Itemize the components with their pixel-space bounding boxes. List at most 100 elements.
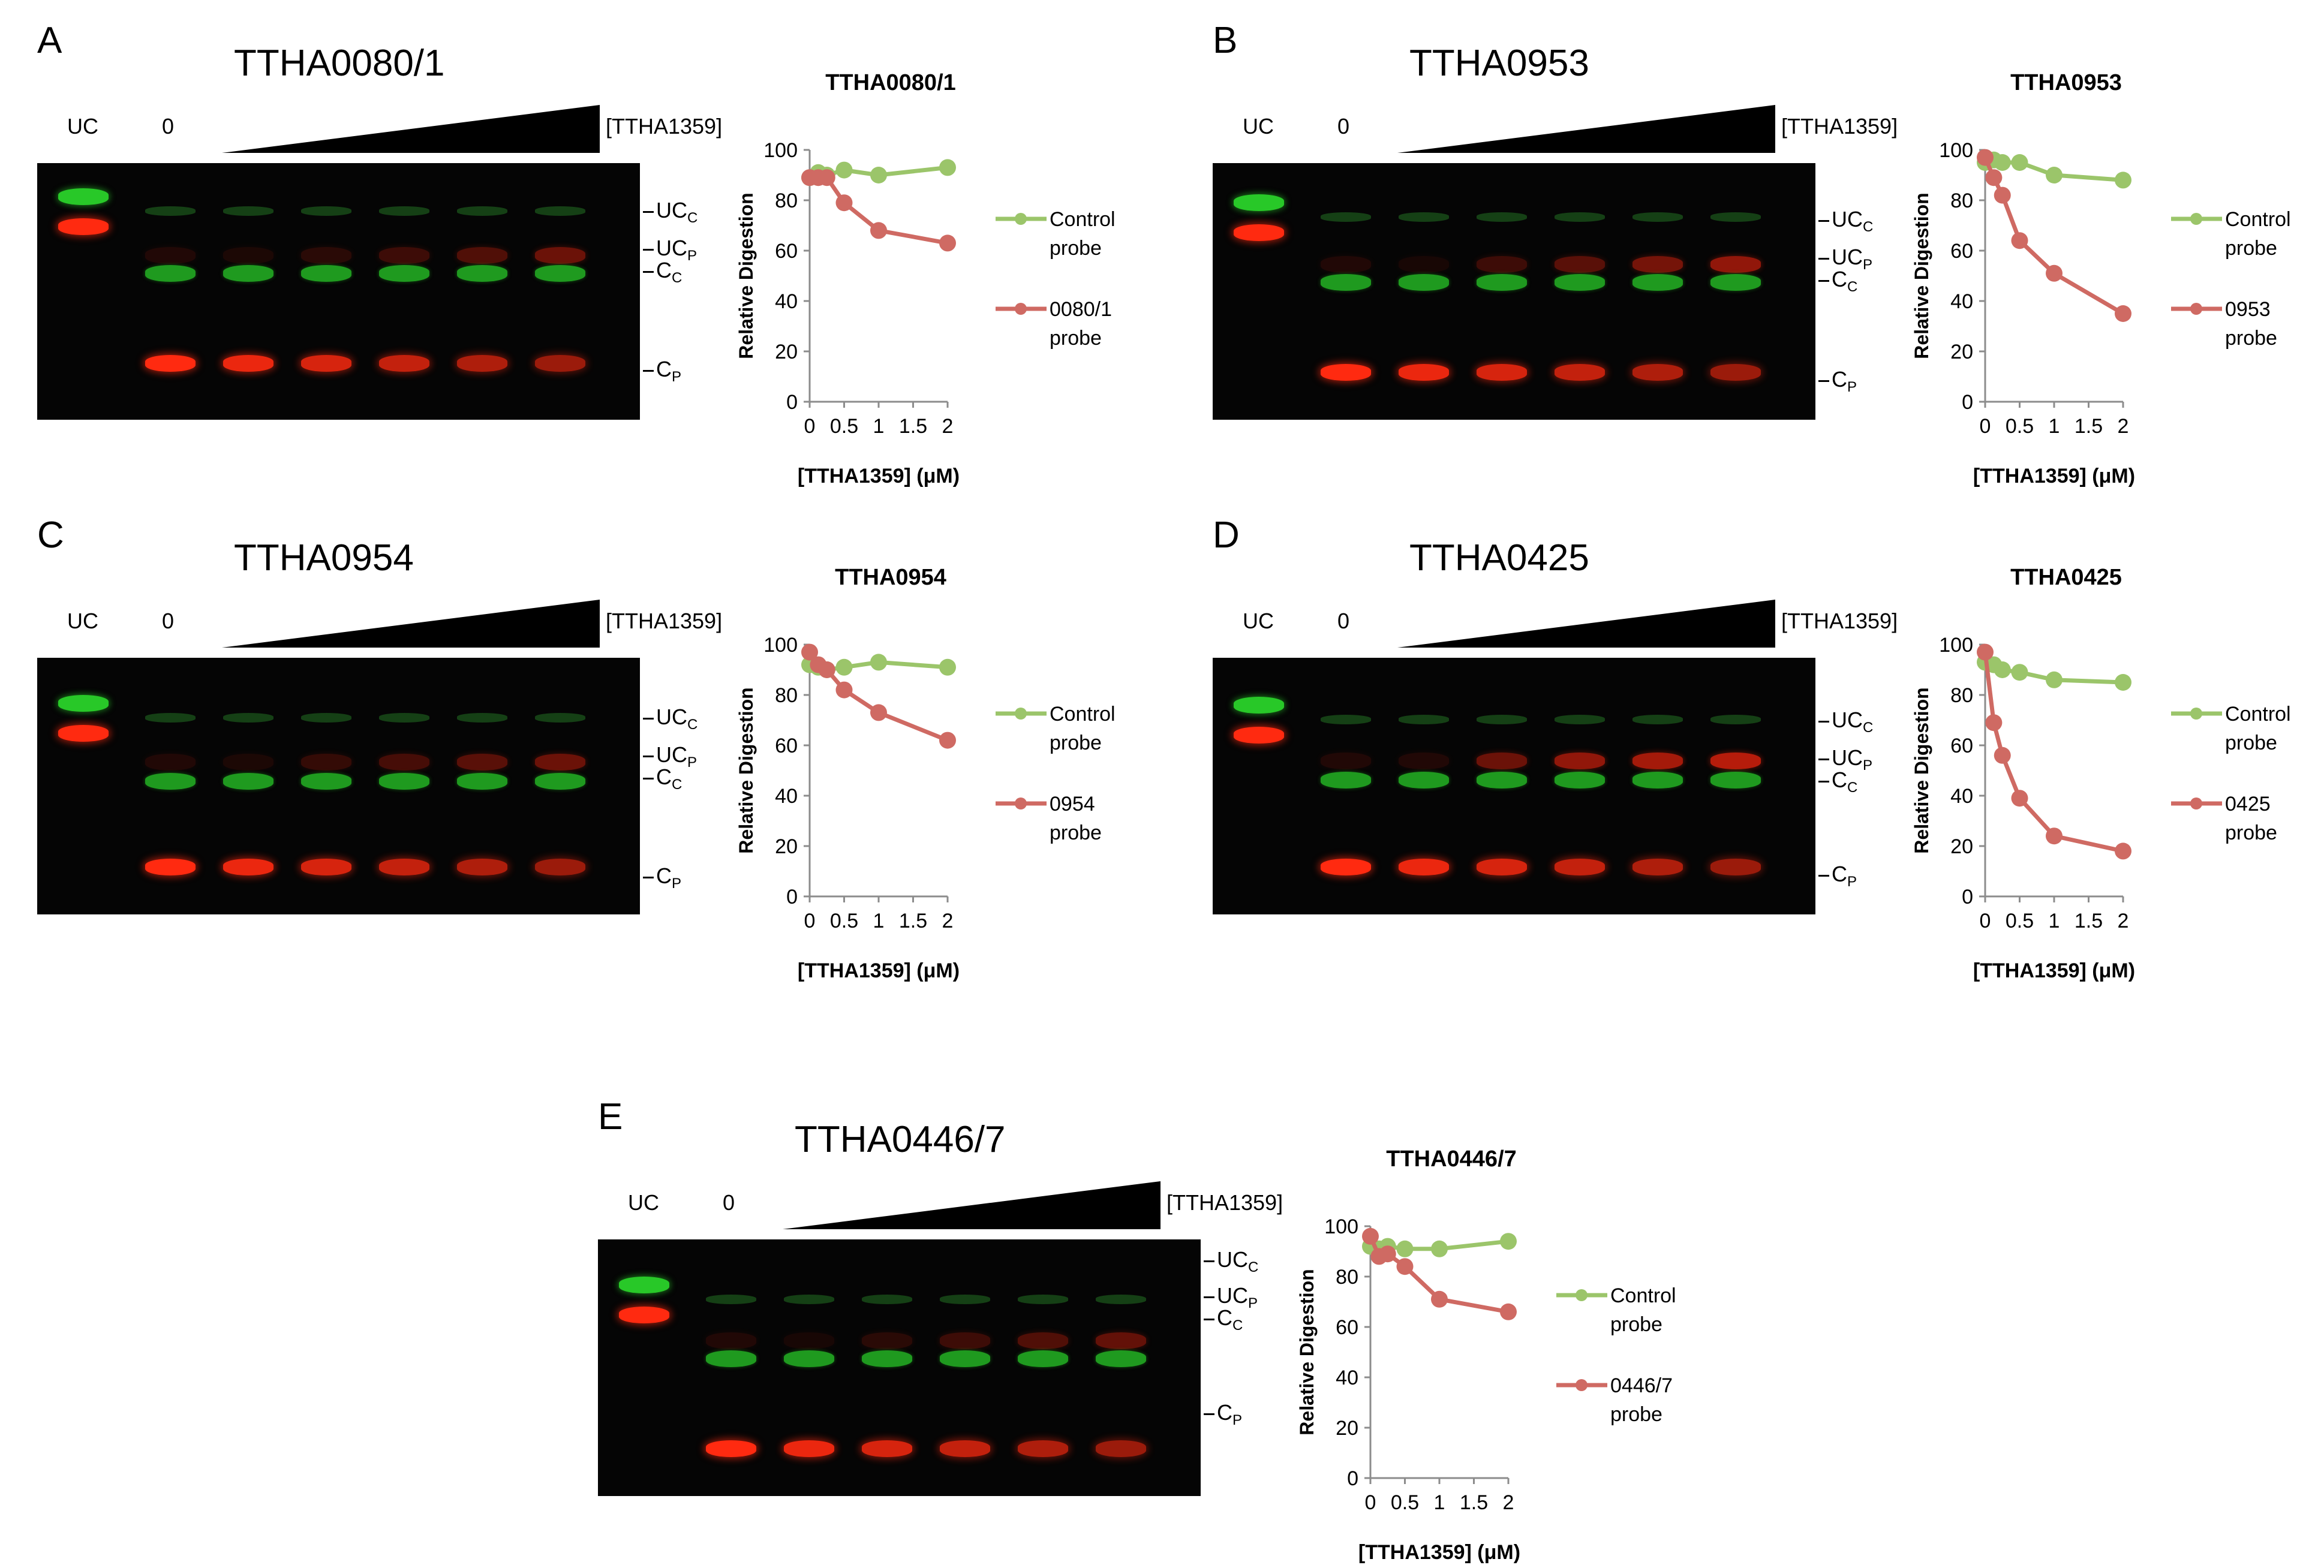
concentration-wedge: [1397, 105, 1775, 153]
panel-letter: A: [37, 20, 62, 61]
gel-band: [1234, 697, 1284, 714]
y-axis-label: Relative Digestion: [735, 687, 757, 853]
gel-band: [58, 725, 109, 742]
digestion-chart: TTHA0953 0 20 40 60 80 100 0 0.5 1 1.5 2 [TTHA1359] …: [1911, 70, 2291, 487]
lane-uc-label: UC: [628, 1190, 659, 1215]
gel-band: [1096, 1440, 1146, 1457]
legend-label: probe: [2225, 732, 2277, 754]
gel-band: [1710, 364, 1761, 381]
band-label-ucp: UCP: [1818, 745, 1872, 774]
gel-band: [301, 713, 351, 723]
y-tick-label: 100: [1324, 1215, 1358, 1238]
legend-label: Control: [1050, 703, 1116, 726]
legend-label: probe: [2225, 821, 2277, 844]
gel-band: [1710, 256, 1761, 273]
x-axis-label: [TTHA1359] (μM): [1973, 959, 2135, 982]
data-point: [870, 167, 887, 183]
data-point: [939, 732, 956, 749]
y-axis-label: Relative Digestion: [1911, 192, 1932, 359]
gel-band: [1399, 256, 1449, 273]
y-tick-label: 80: [775, 189, 798, 212]
data-point: [2115, 674, 2131, 691]
gel-band: [1632, 859, 1683, 875]
legend-label: Control: [1050, 208, 1116, 231]
band-label-cc: CC: [643, 258, 682, 287]
y-tick-label: 0: [786, 886, 798, 908]
gel-band: [1710, 772, 1761, 788]
y-tick-label: 40: [1336, 1367, 1358, 1389]
band-label-cp: CP: [643, 863, 681, 892]
panel-a: A TTHA0080/1 UC 0 [TTHA1359] UCC UCP CC …: [0, 0, 1175, 487]
y-tick-label: 80: [775, 684, 798, 707]
panel-d: D TTHA0425 UC 0 [TTHA1359] UCC UCP CC CP…: [1175, 495, 2324, 982]
data-point: [835, 194, 853, 212]
gel-band: [145, 247, 196, 264]
gel-image: [37, 163, 640, 420]
data-point: [1396, 1258, 1414, 1275]
data-point: [870, 222, 887, 239]
gel-band: [457, 265, 507, 282]
panel-b: B TTHA0953 UC 0 [TTHA1359] UCC UCP CC CP…: [1175, 0, 2324, 487]
gel-band: [301, 265, 351, 282]
legend-label: probe: [1610, 1403, 1662, 1426]
data-point: [870, 704, 887, 721]
gel-band: [457, 713, 507, 723]
chart-title: TTHA0080/1: [825, 70, 956, 95]
x-tick-label: 0.5: [830, 415, 858, 438]
gel-band: [862, 1332, 912, 1349]
x-axis-label: [TTHA1359] (μM): [1973, 465, 2135, 487]
band-label-ucp: UCP: [1818, 245, 1872, 273]
y-tick-label: 100: [763, 139, 798, 162]
lane-uc-label: UC: [1243, 609, 1274, 633]
gel-title: TTHA0954: [234, 537, 414, 579]
data-point: [2115, 305, 2131, 322]
gel-band: [1234, 194, 1284, 211]
data-point: [1985, 714, 2003, 732]
gel-band: [301, 247, 351, 264]
y-tick-label: 100: [1939, 634, 1973, 657]
gel-band: [535, 247, 585, 264]
concentration-label: [TTHA1359]: [1781, 114, 1898, 139]
x-tick-label: 1.5: [2075, 910, 2103, 932]
y-tick-label: 20: [1950, 341, 1973, 363]
legend-swatch-marker: [2190, 213, 2202, 225]
concentration-label: [TTHA1359]: [606, 114, 723, 139]
gel-image: [1213, 658, 1815, 914]
gel-band: [457, 206, 507, 216]
legend-label: 0953: [2225, 298, 2271, 321]
gel-image: [598, 1239, 1201, 1496]
data-point: [2011, 790, 2028, 807]
y-tick-label: 40: [775, 785, 798, 808]
data-point: [1994, 186, 2011, 204]
x-tick-label: 1: [2049, 415, 2060, 438]
gel-band: [1096, 1350, 1146, 1367]
gel-band: [1321, 715, 1371, 724]
band-label-ucp: UCP: [643, 236, 697, 264]
gel-band: [1321, 753, 1371, 769]
y-tick-label: 20: [775, 341, 798, 363]
data-point: [2115, 842, 2131, 860]
gel-band: [1555, 212, 1605, 222]
data-point: [1994, 747, 2011, 764]
x-tick-label: 2: [942, 910, 954, 932]
gel-band: [1477, 753, 1527, 769]
digestion-chart: TTHA0080/1 0 20 40 60 80 100 0 0.5 1 1.5 2 [TTHA1359…: [735, 70, 1116, 487]
panel-letter: C: [37, 514, 64, 556]
legend-swatch-marker: [1576, 1289, 1588, 1301]
legend-label: probe: [2225, 237, 2277, 260]
gel-band: [1399, 753, 1449, 769]
concentration-label: [TTHA1359]: [1166, 1190, 1283, 1215]
digestion-chart: TTHA0446/7 0 20 40 60 80 100 0 0.5 1 1.5 2 [TTHA1359…: [1296, 1146, 1676, 1564]
gel-band: [1018, 1295, 1068, 1304]
x-tick-label: 1: [2049, 910, 2060, 932]
gel-band: [223, 247, 273, 264]
data-point: [1431, 1290, 1448, 1308]
gel-band: [862, 1440, 912, 1457]
gel-band: [1632, 753, 1683, 769]
gel-band: [1399, 859, 1449, 875]
x-tick-label: 0.5: [2006, 910, 2034, 932]
y-tick-label: 60: [775, 735, 798, 757]
x-tick-label: 2: [1503, 1491, 1514, 1514]
gel-image: [37, 658, 640, 914]
gel-title: TTHA0953: [1409, 43, 1589, 84]
